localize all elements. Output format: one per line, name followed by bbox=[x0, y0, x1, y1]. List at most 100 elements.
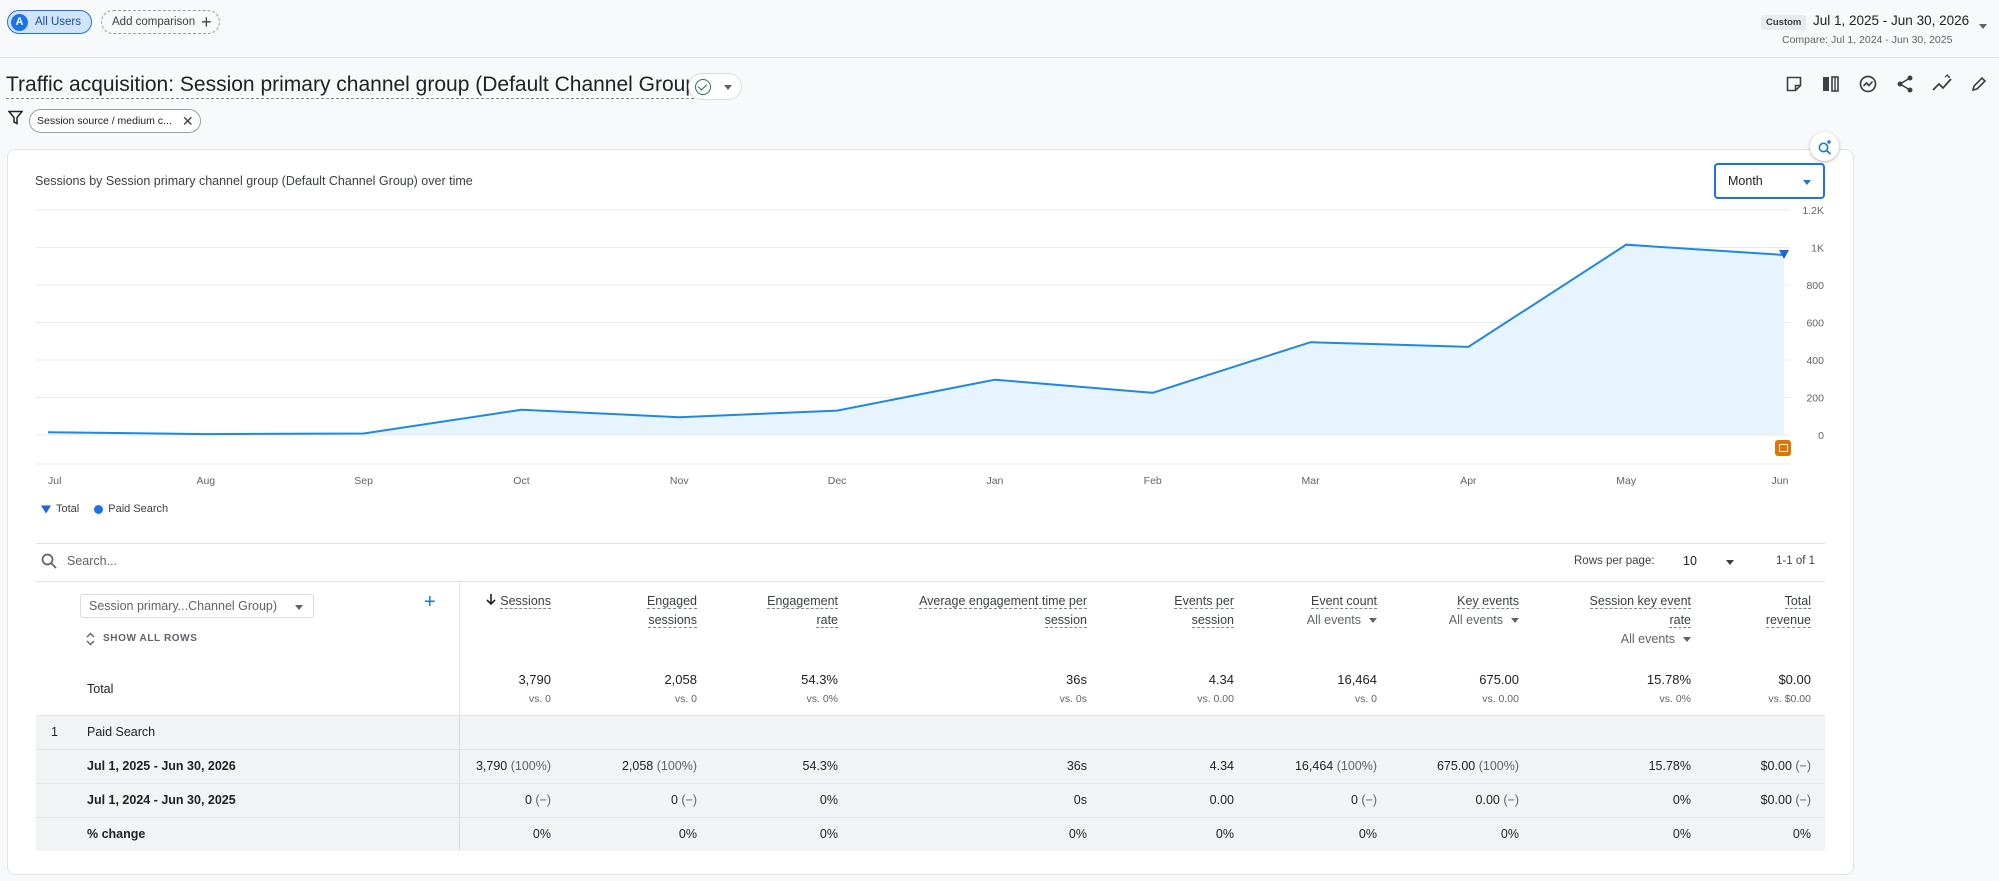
column-header-total-revenue[interactable]: Total revenue bbox=[1765, 592, 1811, 630]
cell-share: (−) bbox=[1795, 759, 1811, 773]
column-header-label: rate bbox=[1669, 613, 1691, 628]
total-row-label: Total bbox=[87, 682, 114, 696]
column-header-engagement-rate[interactable]: Engagement rate bbox=[767, 592, 838, 630]
cell-share: (−) bbox=[681, 793, 697, 807]
granularity-value: Month bbox=[1728, 174, 1763, 188]
table-toolbar bbox=[36, 543, 1825, 581]
cell-value: 0% bbox=[1792, 827, 1811, 841]
table-cell: $0.00 (−) bbox=[1761, 793, 1811, 807]
annotation-icon[interactable] bbox=[1775, 440, 1791, 456]
column-header-label: Engagement bbox=[767, 594, 838, 609]
cell-value: 0% bbox=[1358, 827, 1377, 841]
column-header-label: sessions bbox=[648, 613, 697, 628]
cell-value: 15.78% bbox=[1648, 759, 1691, 773]
table-row bbox=[36, 783, 1825, 817]
date-range-picker[interactable]: Jul 1, 2025 - Jun 30, 2026 bbox=[1813, 13, 1970, 28]
table-cell: 3,790 (100%) bbox=[476, 759, 551, 773]
total-value: 16,464 bbox=[1337, 672, 1377, 687]
trend-icon[interactable] bbox=[1930, 72, 1953, 95]
table-cell: 0% bbox=[1501, 827, 1519, 841]
table-row bbox=[36, 817, 1825, 851]
table-cell: 675.00 (100%) bbox=[1437, 759, 1519, 773]
date-range-dropdown-icon[interactable] bbox=[1979, 24, 1987, 29]
column-header-label: Total bbox=[1784, 594, 1811, 609]
compare-columns-icon[interactable] bbox=[1819, 72, 1842, 95]
cell-value: 0 bbox=[1350, 793, 1358, 807]
total-compare-value: vs. 0 bbox=[528, 693, 551, 705]
insights-button[interactable] bbox=[1810, 132, 1839, 161]
column-header-engaged-sessions[interactable]: Engaged sessions bbox=[646, 592, 697, 630]
cell-value: $0.00 bbox=[1760, 759, 1792, 773]
rows-per-page-select[interactable]: 10 bbox=[1683, 554, 1697, 568]
column-divider bbox=[459, 715, 460, 851]
total-compare-value: vs. 0s bbox=[1059, 693, 1087, 705]
cell-value: 0% bbox=[819, 793, 838, 807]
event-filter-label: All events bbox=[1306, 613, 1361, 627]
legend-item-paid-search[interactable]: Paid Search bbox=[108, 503, 169, 515]
cell-value: 0% bbox=[1068, 827, 1087, 841]
table-row bbox=[36, 749, 1825, 783]
edit-icon[interactable] bbox=[1967, 72, 1990, 95]
cell-value: 0% bbox=[678, 827, 697, 841]
table-cell: $0.00 (−) bbox=[1761, 759, 1811, 773]
add-comparison-button[interactable]: Add comparison + bbox=[101, 10, 220, 34]
group-label-paid-search[interactable]: Paid Search bbox=[87, 725, 156, 739]
column-header-label: revenue bbox=[1765, 613, 1811, 628]
note-icon[interactable] bbox=[1782, 72, 1805, 95]
cell-share: (−) bbox=[1503, 793, 1519, 807]
share-icon[interactable] bbox=[1893, 72, 1916, 95]
table-cell: 0% bbox=[1793, 827, 1811, 841]
column-header-average-engagement-time-per-session[interactable]: Average engagement time per session bbox=[919, 592, 1087, 630]
sort-descending-icon bbox=[486, 592, 496, 611]
close-icon[interactable]: ✕ bbox=[181, 112, 194, 129]
total-compare-value: vs. 0 bbox=[674, 693, 697, 705]
cell-value: 3,790 bbox=[475, 759, 508, 773]
add-comparison-label: Add comparison bbox=[112, 16, 196, 28]
cell-value: 0% bbox=[1500, 827, 1519, 841]
column-header-events-per-session[interactable]: Events per session bbox=[1174, 592, 1234, 630]
insights-icon[interactable] bbox=[1856, 72, 1879, 95]
event-filter-select[interactable]: All events bbox=[1449, 611, 1519, 630]
add-dimension-button[interactable]: + bbox=[424, 591, 436, 613]
column-header-sessions[interactable]: Sessions bbox=[486, 592, 551, 611]
column-header-label: Event count bbox=[1310, 594, 1377, 609]
granularity-select[interactable]: Month bbox=[1714, 163, 1825, 199]
chevron-down-icon bbox=[295, 605, 303, 610]
cell-share: (−) bbox=[535, 793, 551, 807]
cell-value: 0 bbox=[670, 793, 678, 807]
total-value: 675.00 bbox=[1479, 672, 1519, 687]
column-header-label: Average engagement time per bbox=[919, 594, 1087, 609]
table-cell: 0.00 (−) bbox=[1476, 793, 1519, 807]
cell-share: (−) bbox=[1795, 793, 1811, 807]
cell-value: 0% bbox=[1672, 827, 1691, 841]
chart-legend: Total Paid Search bbox=[41, 503, 168, 515]
dimension-label: Session primary...Channel Group) bbox=[89, 599, 278, 613]
chevron-down-icon bbox=[1683, 637, 1691, 642]
table-cell: 54.3% bbox=[803, 759, 838, 773]
filter-chip[interactable]: Session source / medium c... ✕ bbox=[29, 109, 201, 133]
cell-share: (−) bbox=[1361, 793, 1377, 807]
cell-value: 0% bbox=[1672, 793, 1691, 807]
event-filter-select[interactable]: All events bbox=[1621, 630, 1691, 649]
report-status-menu[interactable] bbox=[688, 73, 742, 100]
column-header-label: Sessions bbox=[500, 594, 551, 609]
chevron-down-icon[interactable] bbox=[1726, 560, 1734, 565]
column-header-session-key-event-rate[interactable]: Session key event rate All events bbox=[1589, 592, 1691, 649]
cell-value: 0 bbox=[524, 793, 532, 807]
segment-chip-all-users[interactable]: A All Users bbox=[7, 10, 93, 34]
event-filter-select[interactable]: All events bbox=[1307, 611, 1377, 630]
cell-share: (100%) bbox=[510, 759, 551, 773]
cell-value: $0.00 bbox=[1760, 793, 1792, 807]
show-all-rows-button[interactable]: SHOW ALL ROWS bbox=[103, 633, 198, 644]
dimension-select[interactable]: Session primary...Channel Group) bbox=[80, 594, 314, 618]
page-title[interactable]: Traffic acquisition: Session primary cha… bbox=[6, 72, 705, 99]
cell-value: 0% bbox=[1215, 827, 1234, 841]
column-header-event-count[interactable]: Event count All events bbox=[1307, 592, 1377, 630]
table-cell: 0% bbox=[820, 827, 838, 841]
table-search-input[interactable] bbox=[67, 551, 467, 571]
filter-chip-label: Session source / medium c... bbox=[37, 115, 172, 127]
total-value: 15.78% bbox=[1646, 672, 1691, 687]
legend-item-total[interactable]: Total bbox=[56, 503, 80, 515]
column-header-key-events[interactable]: Key events All events bbox=[1449, 592, 1519, 630]
pagination-status: 1-1 of 1 bbox=[1776, 555, 1815, 567]
